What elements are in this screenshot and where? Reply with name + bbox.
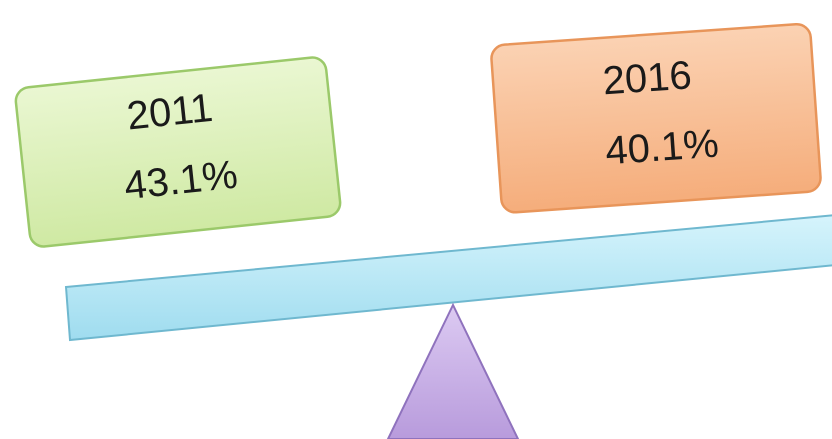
card-2016: 2016 40.1% [490, 23, 822, 214]
card-2011-box [14, 56, 342, 248]
card-2016-year: 2016 [601, 53, 693, 103]
card-2016-box [490, 23, 822, 214]
fulcrum-triangle [386, 302, 520, 439]
card-2011: 2011 43.1% [14, 56, 342, 248]
card-2011-year: 2011 [125, 86, 215, 139]
balance-beam [64, 214, 832, 342]
card-2016-value: 40.1% [604, 122, 720, 174]
